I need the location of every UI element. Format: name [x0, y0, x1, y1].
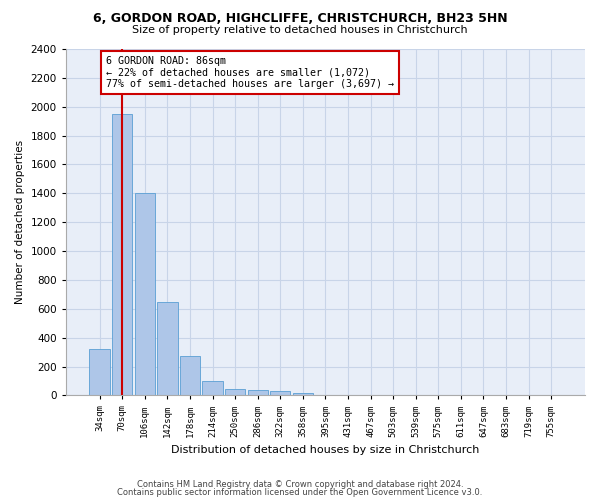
Bar [180, 356, 200, 396]
Text: Size of property relative to detached houses in Christchurch: Size of property relative to detached ho… [132, 25, 468, 35]
Bar [89, 349, 110, 396]
Text: Contains HM Land Registry data © Crown copyright and database right 2024.: Contains HM Land Registry data © Crown c… [137, 480, 463, 489]
Text: 6 GORDON ROAD: 86sqm
← 22% of detached houses are smaller (1,072)
77% of semi-de: 6 GORDON ROAD: 86sqm ← 22% of detached h… [106, 56, 394, 90]
Y-axis label: Number of detached properties: Number of detached properties [15, 140, 25, 304]
Bar [202, 381, 223, 396]
Bar [293, 392, 313, 396]
Bar [248, 390, 268, 396]
Bar [134, 194, 155, 396]
Bar [270, 392, 290, 396]
Bar [157, 302, 178, 396]
Bar [112, 114, 133, 396]
Text: Contains public sector information licensed under the Open Government Licence v3: Contains public sector information licen… [118, 488, 482, 497]
Bar [225, 388, 245, 396]
X-axis label: Distribution of detached houses by size in Christchurch: Distribution of detached houses by size … [171, 445, 479, 455]
Text: 6, GORDON ROAD, HIGHCLIFFE, CHRISTCHURCH, BH23 5HN: 6, GORDON ROAD, HIGHCLIFFE, CHRISTCHURCH… [92, 12, 508, 26]
